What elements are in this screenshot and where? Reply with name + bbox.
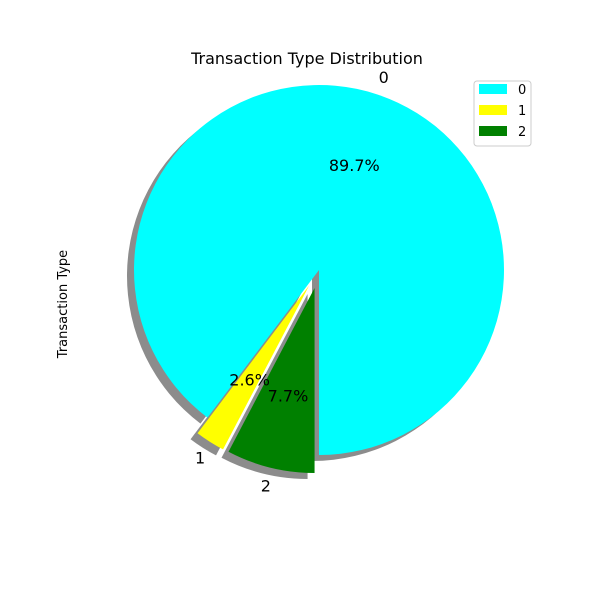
pie-label-layer: 0 89.7% 1 2.6% 2 7.7% — [195, 68, 389, 495]
legend-swatch-2 — [479, 126, 507, 136]
legend: 0 1 2 — [473, 80, 532, 147]
chart-title: Transaction Type Distribution — [190, 49, 423, 68]
slice-category-label-0: 0 — [379, 68, 389, 87]
pie-slice-0 — [134, 85, 505, 455]
legend-swatch-1 — [479, 105, 507, 115]
pie-slice-layer — [134, 85, 505, 473]
slice-category-label-1: 1 — [195, 448, 205, 467]
y-axis-label: Transaction Type — [56, 250, 71, 359]
slice-category-label-2: 2 — [261, 477, 271, 496]
legend-label-1: 1 — [518, 104, 526, 119]
legend-label-2: 2 — [518, 125, 526, 140]
slice-percent-label-2: 7.7% — [268, 387, 309, 406]
slice-percent-label-0: 89.7% — [329, 156, 380, 175]
legend-swatch-0 — [479, 84, 507, 94]
slice-percent-label-1: 2.6% — [229, 370, 270, 389]
pie-slice-1 — [197, 285, 310, 450]
pie-slice-2 — [228, 287, 315, 473]
legend-label-0: 0 — [518, 83, 526, 98]
